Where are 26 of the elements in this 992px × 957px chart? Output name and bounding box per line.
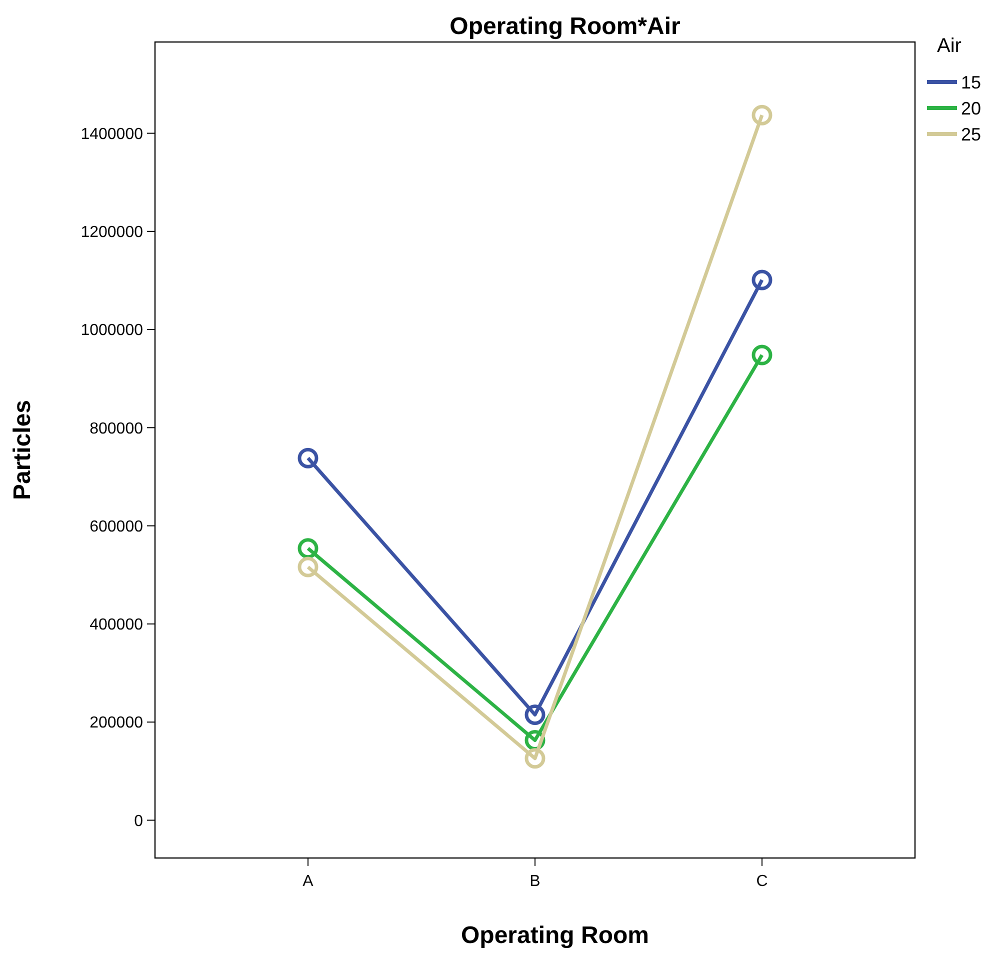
y-axis-title: Particles bbox=[9, 400, 36, 500]
legend-label: 25 bbox=[961, 124, 982, 144]
x-tick-label: C bbox=[756, 873, 768, 890]
chart-title: Operating Room*Air bbox=[450, 13, 680, 40]
y-tick-label: 1000000 bbox=[80, 322, 144, 340]
legend-label: 15 bbox=[961, 72, 982, 92]
legend-label: 20 bbox=[961, 98, 982, 118]
point bbox=[298, 538, 318, 559]
x-tick-label: A bbox=[302, 873, 314, 890]
point bbox=[298, 448, 318, 468]
y-tick-label: 200000 bbox=[90, 714, 144, 732]
point bbox=[752, 270, 772, 290]
point bbox=[524, 748, 546, 769]
y-tick-label: 400000 bbox=[90, 616, 144, 634]
x-tick-label: B bbox=[530, 873, 540, 890]
legend-title: Air bbox=[937, 35, 962, 57]
y-tick-label: 800000 bbox=[90, 420, 144, 438]
y-tick-label: 1400000 bbox=[80, 126, 144, 143]
y-tick-label: 1200000 bbox=[80, 224, 144, 241]
y-tick-label: 0 bbox=[134, 812, 144, 830]
point bbox=[524, 704, 546, 725]
y-tick-label: 600000 bbox=[90, 518, 144, 536]
point bbox=[298, 556, 318, 578]
point bbox=[752, 344, 772, 366]
x-axis-title: Operating Room bbox=[460, 922, 650, 949]
point bbox=[752, 104, 772, 126]
